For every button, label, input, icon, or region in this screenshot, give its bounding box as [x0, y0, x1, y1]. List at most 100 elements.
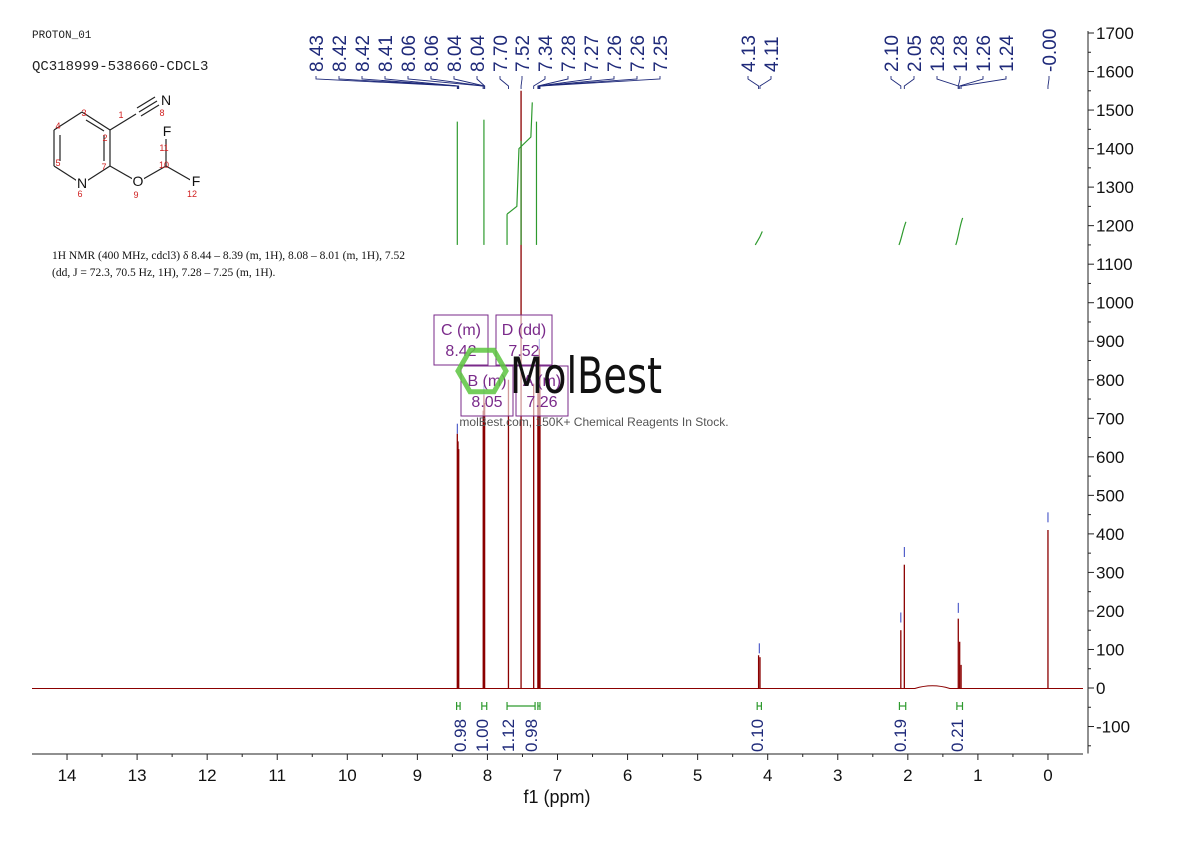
peak-label-connector: [538, 76, 592, 89]
y-tick-label: 100: [1096, 640, 1124, 659]
atom-bg: [161, 124, 173, 139]
nmr-description: 1H NMR (400 MHz, cdcl3) δ 8.44 – 8.39 (m…: [52, 250, 405, 279]
peak-label-connector: [361, 76, 459, 89]
y-tick-label: 800: [1096, 371, 1124, 390]
bond: [81, 111, 111, 131]
atom-f12: F: [192, 173, 201, 189]
bond: [165, 165, 195, 183]
integral-curves: 0.98 1.00 1.12 0.98 0.10 0.19 0.21: [451, 102, 967, 752]
peak-label: 2.10: [882, 35, 903, 72]
watermark-brand: MolBest: [510, 347, 662, 405]
atom-number: 6: [77, 189, 82, 199]
triple-bond: [140, 104, 160, 117]
peak-label: 8.42: [330, 35, 351, 72]
atom-f11: F: [163, 123, 172, 139]
integral-value: 0.21: [948, 719, 967, 752]
integral-value: 0.98: [522, 719, 541, 752]
atom-number: 11: [159, 143, 168, 153]
atom-number: 9: [133, 190, 138, 200]
multiplet-shift: 7.52: [508, 343, 539, 360]
peak-label-connector: [747, 76, 760, 89]
atom-number: 3: [81, 108, 86, 118]
y-tick-label: 1400: [1096, 140, 1134, 159]
peak-label: 7.28: [559, 35, 580, 72]
peak-label-connector: [1047, 76, 1050, 89]
watermark-tagline: molBest.com, 150K+ Chemical Reagents In …: [459, 415, 728, 429]
atom-n8: N: [161, 92, 171, 108]
spectrum-plot: [32, 90, 1083, 689]
peak-label-connector: [936, 76, 959, 89]
multiplet-box: [515, 365, 569, 417]
peak-label: 4.13: [739, 35, 760, 72]
peak-label-connector: [959, 76, 984, 89]
atom-n6: N: [77, 175, 87, 191]
y-tick-label: 200: [1096, 602, 1124, 621]
y-tick-label: 300: [1096, 563, 1124, 582]
bond: [53, 111, 83, 131]
integral-value: 0.10: [748, 719, 767, 752]
peak-label: 7.26: [605, 35, 626, 72]
atom-number: 5: [55, 158, 60, 168]
integral-curve: [754, 231, 763, 246]
double-bond: [85, 119, 105, 132]
peak-label-connector: [537, 76, 569, 89]
y-tick-label: 1600: [1096, 63, 1134, 82]
peak-label-connector: [476, 76, 486, 89]
peak-label: 8.06: [399, 35, 420, 72]
peak-label-connector: [520, 76, 523, 89]
atom-number: 8: [159, 108, 164, 118]
x-axis-label: f1 (ppm): [523, 787, 590, 807]
x-tick-label: 11: [268, 766, 286, 785]
peak-label: 8.42: [353, 35, 374, 72]
multiplet-boxes: C (m)8.42D (dd)7.52B (m)8.05A (m)7.26: [433, 314, 569, 417]
molecule-structure: [53, 96, 195, 185]
multiplet-box: [495, 314, 553, 366]
atom-bg: [160, 93, 172, 108]
peak-label-connector: [499, 76, 509, 89]
multiplet-label: C (m): [441, 322, 481, 339]
peak-label: 8.04: [468, 35, 489, 72]
bond: [109, 113, 137, 131]
logo-hexagon: [455, 347, 509, 395]
peak-label: 7.52: [513, 35, 534, 72]
y-tick-label: 1300: [1096, 178, 1134, 197]
peak-label-connector: [903, 76, 915, 89]
peak-label: 7.34: [536, 35, 557, 72]
sample-id: QC318999-538660-CDCL3: [32, 59, 209, 75]
integral-curve: [898, 221, 907, 246]
peak-label-connector: [960, 76, 1007, 89]
x-tick-label: 4: [763, 766, 772, 785]
x-tick-label: 6: [623, 766, 632, 785]
peak-label-connector: [538, 76, 638, 89]
y-tick-label: 900: [1096, 332, 1124, 351]
peak-labels: 8.43 8.42 8.42 8.41 8.06 8.06 8.04 8.04 7.70 7.52…: [307, 29, 1061, 89]
multiplet-shift: 7.26: [526, 394, 557, 411]
atom-number: 1: [118, 110, 123, 120]
x-tick-label: 12: [198, 766, 217, 785]
y-tick-label: 1100: [1096, 255, 1133, 274]
triple-bond: [136, 96, 156, 109]
y-tick-label: 0: [1096, 679, 1105, 698]
peak-label: 1.26: [974, 35, 995, 72]
x-tick-label: 14: [58, 766, 77, 785]
x-tick-label: 7: [553, 766, 562, 785]
atom-number: 7: [101, 162, 106, 172]
multiplet-box: [433, 314, 489, 366]
watermark: MolBest molBest.com, 150K+ Chemical Reage…: [455, 347, 729, 429]
peak-label-connector: [430, 76, 484, 89]
y-tick-label: 1700: [1096, 24, 1134, 43]
peak-label-connector: [890, 76, 902, 89]
atom-number: 4: [55, 121, 60, 131]
integral-step: [506, 102, 533, 215]
x-tick-label: 9: [413, 766, 422, 785]
peak-label-connector: [539, 76, 661, 89]
peak-label: 2.05: [905, 35, 926, 72]
peak-label: 7.70: [491, 35, 512, 72]
experiment-name: PROTON_01: [32, 30, 92, 42]
peak-label: 8.06: [422, 35, 443, 72]
peak-label: 8.04: [445, 35, 466, 72]
peak-label: 8.43: [307, 35, 328, 72]
peak-label: 4.11: [762, 36, 783, 72]
